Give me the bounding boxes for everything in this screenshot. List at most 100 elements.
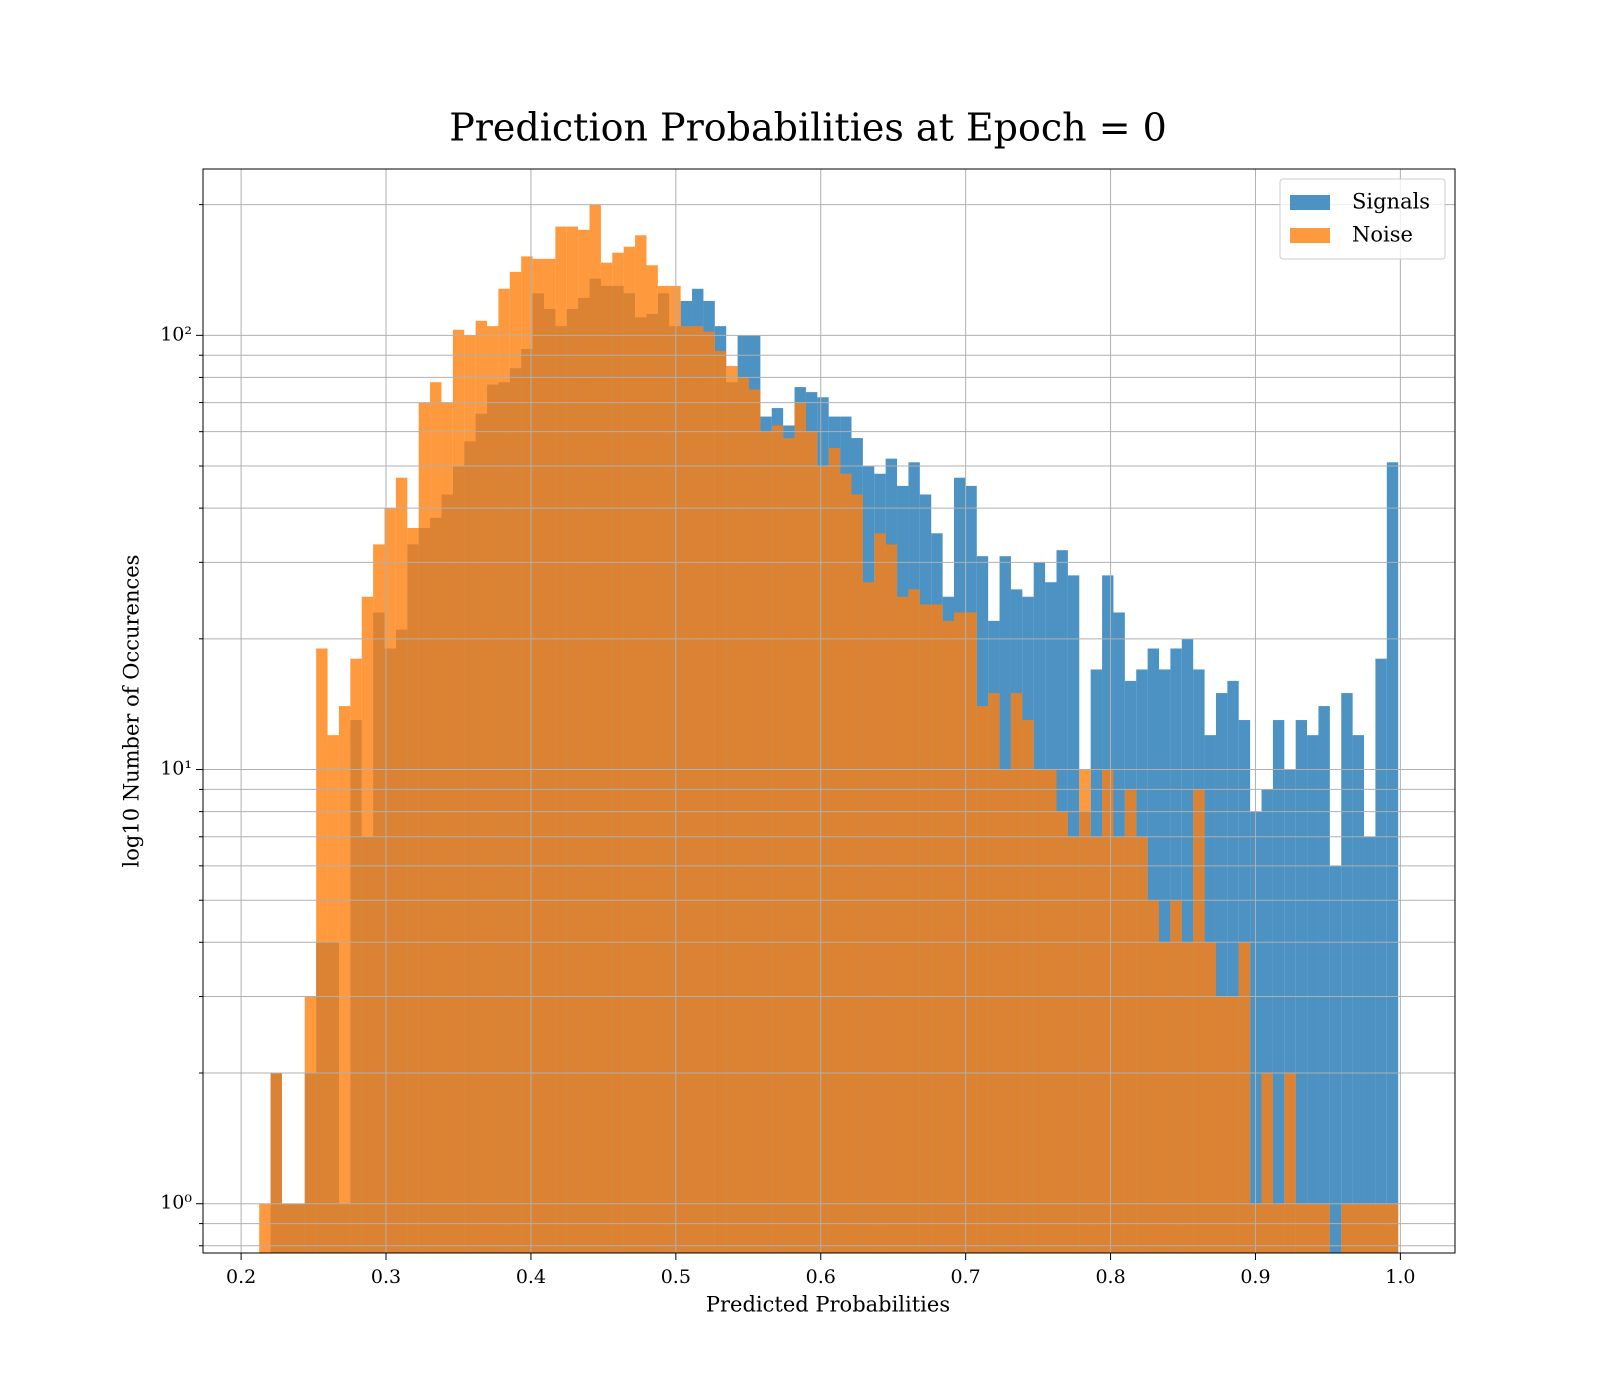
histogram-bar [418, 402, 431, 1254]
histogram-bar [475, 320, 488, 1253]
histogram-bar [1284, 769, 1296, 1253]
histogram-bar [953, 612, 966, 1253]
histogram-bar [327, 735, 339, 1253]
x-tick-label: 0.9 [1240, 1266, 1270, 1288]
histogram-bar [1261, 1073, 1273, 1253]
histogram-bar [931, 604, 943, 1253]
histogram-bar [1102, 769, 1114, 1253]
histogram-bar [612, 252, 624, 1253]
histogram-bar [988, 693, 1000, 1253]
bars [259, 204, 1399, 1254]
histogram-bar [498, 288, 510, 1253]
histogram-bar [407, 527, 419, 1253]
histogram-bar [1238, 942, 1251, 1253]
legend-label: Signals [1352, 190, 1430, 214]
histogram-bar [714, 351, 727, 1253]
histogram-bar [1181, 942, 1194, 1253]
histogram-bar [316, 648, 328, 1253]
histogram-bar [1204, 942, 1216, 1253]
histogram-bar [965, 612, 977, 1253]
x-tick-label: 0.2 [226, 1266, 256, 1288]
x-tick-label: 0.8 [1095, 1266, 1125, 1288]
histogram-bar [1193, 789, 1205, 1253]
histogram-bar [805, 431, 818, 1253]
histogram-bar [908, 589, 920, 1253]
histogram-bar [1352, 1203, 1365, 1253]
histogram-bar [1022, 720, 1034, 1253]
plot-frame [202, 168, 1456, 1254]
histogram-bar [304, 996, 317, 1253]
histogram-bar [430, 382, 442, 1254]
histogram-bar [771, 425, 784, 1253]
x-tick-label: 0.5 [661, 1266, 691, 1288]
histogram-bar [1159, 942, 1171, 1253]
histogram-bar [1124, 789, 1137, 1253]
histogram-bar [441, 402, 453, 1254]
histogram-bar [521, 256, 533, 1253]
histogram-bar [1113, 836, 1125, 1253]
histogram-bar [1056, 811, 1068, 1253]
histogram-bar [862, 582, 875, 1253]
histogram-bar [259, 1203, 271, 1253]
histogram-bar [828, 448, 841, 1253]
histogram-bar [1307, 1203, 1319, 1253]
histogram-bar [942, 620, 954, 1253]
histogram-bar [1272, 720, 1285, 1253]
grid [203, 169, 1455, 1253]
histogram-bar [1364, 1203, 1376, 1253]
histogram-bar [532, 258, 544, 1254]
legend-swatch [1290, 228, 1330, 243]
histogram-bar [270, 1073, 283, 1253]
histogram-bar [555, 226, 567, 1253]
histogram-bar [338, 706, 351, 1253]
histogram-bar [760, 431, 772, 1253]
histogram-bar [1045, 769, 1057, 1253]
histogram-bar [794, 402, 806, 1254]
histogram-bar [1295, 1203, 1308, 1253]
histogram-bar [1307, 735, 1319, 1253]
x-tick-label: 1.0 [1385, 1266, 1415, 1288]
histogram-bar [1227, 996, 1239, 1253]
histogram-bar [999, 769, 1011, 1253]
histogram-bar [566, 226, 579, 1253]
chart-title: Prediction Probabilities at Epoch = 0 [449, 106, 1167, 150]
histogram-bar [1033, 769, 1046, 1253]
histogram-bar [783, 438, 795, 1253]
histogram-bar [1215, 693, 1228, 1253]
histogram-bar [578, 229, 590, 1254]
y-tick-label: 10² [160, 323, 192, 345]
histogram-bar [1375, 658, 1387, 1253]
x-tick-label: 0.3 [371, 1266, 401, 1288]
histogram-bar [1272, 1203, 1285, 1253]
histogram-bar [1386, 462, 1399, 1253]
histogram-bar [976, 706, 989, 1253]
histogram-bar [1284, 1073, 1296, 1253]
histogram-bar [1341, 693, 1353, 1253]
x-tick-label: 0.4 [516, 1266, 546, 1288]
histogram-bar [885, 544, 898, 1253]
histogram-bar [1170, 900, 1182, 1253]
histogram-bar [1067, 836, 1080, 1253]
y-tick-label: 10⁰ [160, 1192, 192, 1214]
histogram-bar [646, 265, 658, 1254]
histogram-bar [1364, 836, 1376, 1253]
histogram-bar [282, 1203, 294, 1253]
legend-swatch [1290, 195, 1330, 210]
histogram-bar [1318, 706, 1330, 1253]
histogram-bar [726, 365, 738, 1253]
histogram-bar [1341, 1203, 1353, 1253]
histogram-bar [1261, 789, 1273, 1253]
histogram-bar [589, 204, 601, 1254]
histogram-bar [509, 271, 522, 1253]
histogram-bar [543, 258, 556, 1254]
histogram-bar [361, 596, 374, 1253]
histogram-bar [737, 377, 749, 1253]
histogram-bar [373, 544, 385, 1253]
histogram-bar [293, 1203, 305, 1253]
histogram-bar [1318, 1203, 1330, 1253]
histogram-bar [452, 329, 465, 1254]
y-tick-label: 10¹ [160, 758, 192, 780]
histogram-bar [623, 246, 636, 1253]
histogram-bar [1010, 693, 1023, 1253]
